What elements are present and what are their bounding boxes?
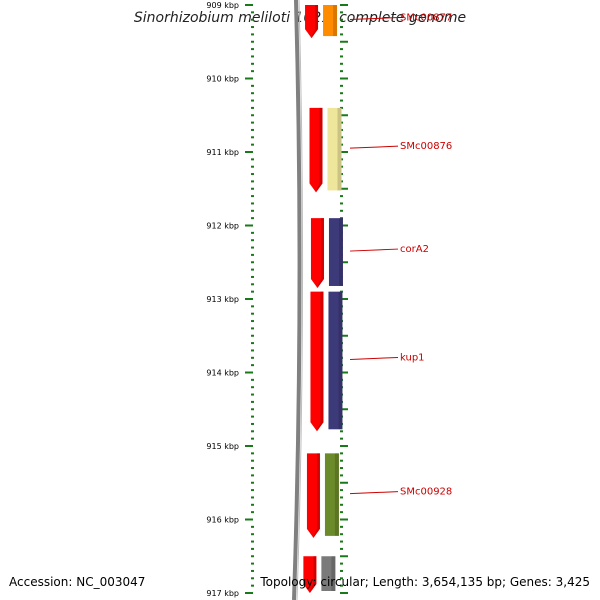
gene-category-bar[interactable]	[323, 5, 338, 37]
gene-arrow-shade	[317, 218, 324, 288]
gene-bar-shade	[331, 556, 336, 591]
tick-label: 916 kbp	[206, 516, 239, 525]
gene-category-bar[interactable]	[321, 556, 336, 591]
backbone-arc	[292, 0, 302, 600]
gene-arrow-shade	[316, 291, 324, 432]
tick-label: 912 kbp	[206, 222, 239, 231]
accession-text: Accession: NC_003047	[9, 575, 146, 589]
gene-label-line	[349, 145, 399, 149]
gene-arrow-shade	[316, 107, 323, 193]
genome-title: Sinorhizobium meliloti 1021, complete ge…	[133, 10, 467, 26]
gene-label-line	[349, 17, 399, 21]
gene-arrow[interactable]	[310, 218, 324, 288]
gene-label-line	[349, 356, 399, 360]
gene-category-bar[interactable]	[324, 453, 339, 536]
gene-label[interactable]: SMc00928	[400, 487, 452, 498]
gene-label-line	[349, 491, 399, 495]
tick-label: 913 kbp	[206, 295, 239, 304]
gene-arrow-shade	[311, 5, 319, 39]
tick-label: 911 kbp	[206, 148, 239, 157]
tick-label: 910 kbp	[206, 75, 239, 84]
gene-bar-shade	[338, 291, 343, 430]
gene-labels: SMc00877 SMc00876 corA2 kup1 SMc00928	[349, 13, 452, 498]
gene-arrow[interactable]	[309, 107, 323, 193]
tick-label: 909 kbp	[206, 1, 239, 10]
gene-arrow[interactable]	[306, 453, 320, 538]
tick-label: 915 kbp	[206, 442, 239, 451]
tick-label: 917 kbp	[206, 589, 239, 598]
topology-text: Topology: circular; Length: 3,654,135 bp…	[260, 575, 590, 589]
gene-label[interactable]: kup1	[400, 352, 425, 363]
gene-bar-shade	[334, 453, 339, 536]
gene-category-bar[interactable]	[327, 107, 342, 191]
genome-backbone	[292, 0, 304, 600]
gene-arrow[interactable]	[303, 556, 317, 593]
gene-label[interactable]: corA2	[400, 244, 429, 255]
gene-category-bar[interactable]	[328, 291, 343, 430]
gene-label[interactable]: SMc00877	[400, 13, 452, 24]
gene-category-bar[interactable]	[328, 218, 343, 286]
gene-bar-shade	[337, 107, 342, 191]
gene-bar-shade	[333, 5, 338, 37]
gene-bar-shade	[338, 218, 343, 286]
gene-arrow-shade	[313, 453, 320, 538]
gene-arrow[interactable]	[310, 291, 324, 432]
gene-features	[303, 5, 343, 593]
gene-label-line	[349, 248, 399, 252]
gene-arrow-shade	[309, 556, 317, 593]
gene-label[interactable]: SMc00876	[400, 141, 452, 152]
backbone-highlight	[296, 0, 304, 600]
tick-label: 914 kbp	[206, 369, 239, 378]
